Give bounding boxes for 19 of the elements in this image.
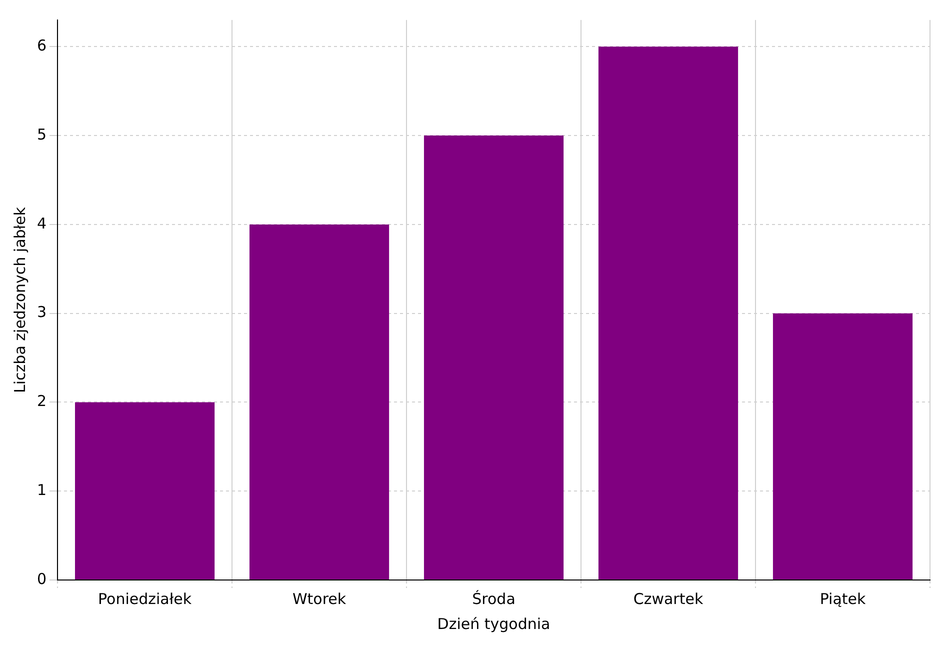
- bar: [74, 402, 215, 580]
- y-tick-label: 1: [36, 481, 47, 499]
- y-axis-title: Liczba zjedzonych jabłek: [10, 206, 29, 393]
- y-tick-label: 3: [36, 303, 47, 322]
- bar: [424, 136, 564, 580]
- y-tick-label: 0: [36, 570, 47, 588]
- bar: [249, 224, 390, 580]
- x-tick-label: Czwartek: [633, 590, 704, 608]
- y-tick-label: 4: [36, 214, 47, 232]
- y-tick-label: 2: [36, 392, 47, 410]
- y-tick-label: 5: [36, 125, 47, 144]
- x-tick-label: Wtorek: [292, 590, 346, 608]
- bar: [772, 313, 913, 580]
- x-tick-label: Środa: [472, 590, 516, 608]
- x-tick-label: Piątek: [820, 590, 866, 608]
- x-tick-label: Poniedziałek: [98, 590, 192, 608]
- x-axis-title: Dzień tygodnia: [437, 614, 550, 633]
- bar: [598, 46, 738, 580]
- y-tick-label: 6: [36, 36, 47, 55]
